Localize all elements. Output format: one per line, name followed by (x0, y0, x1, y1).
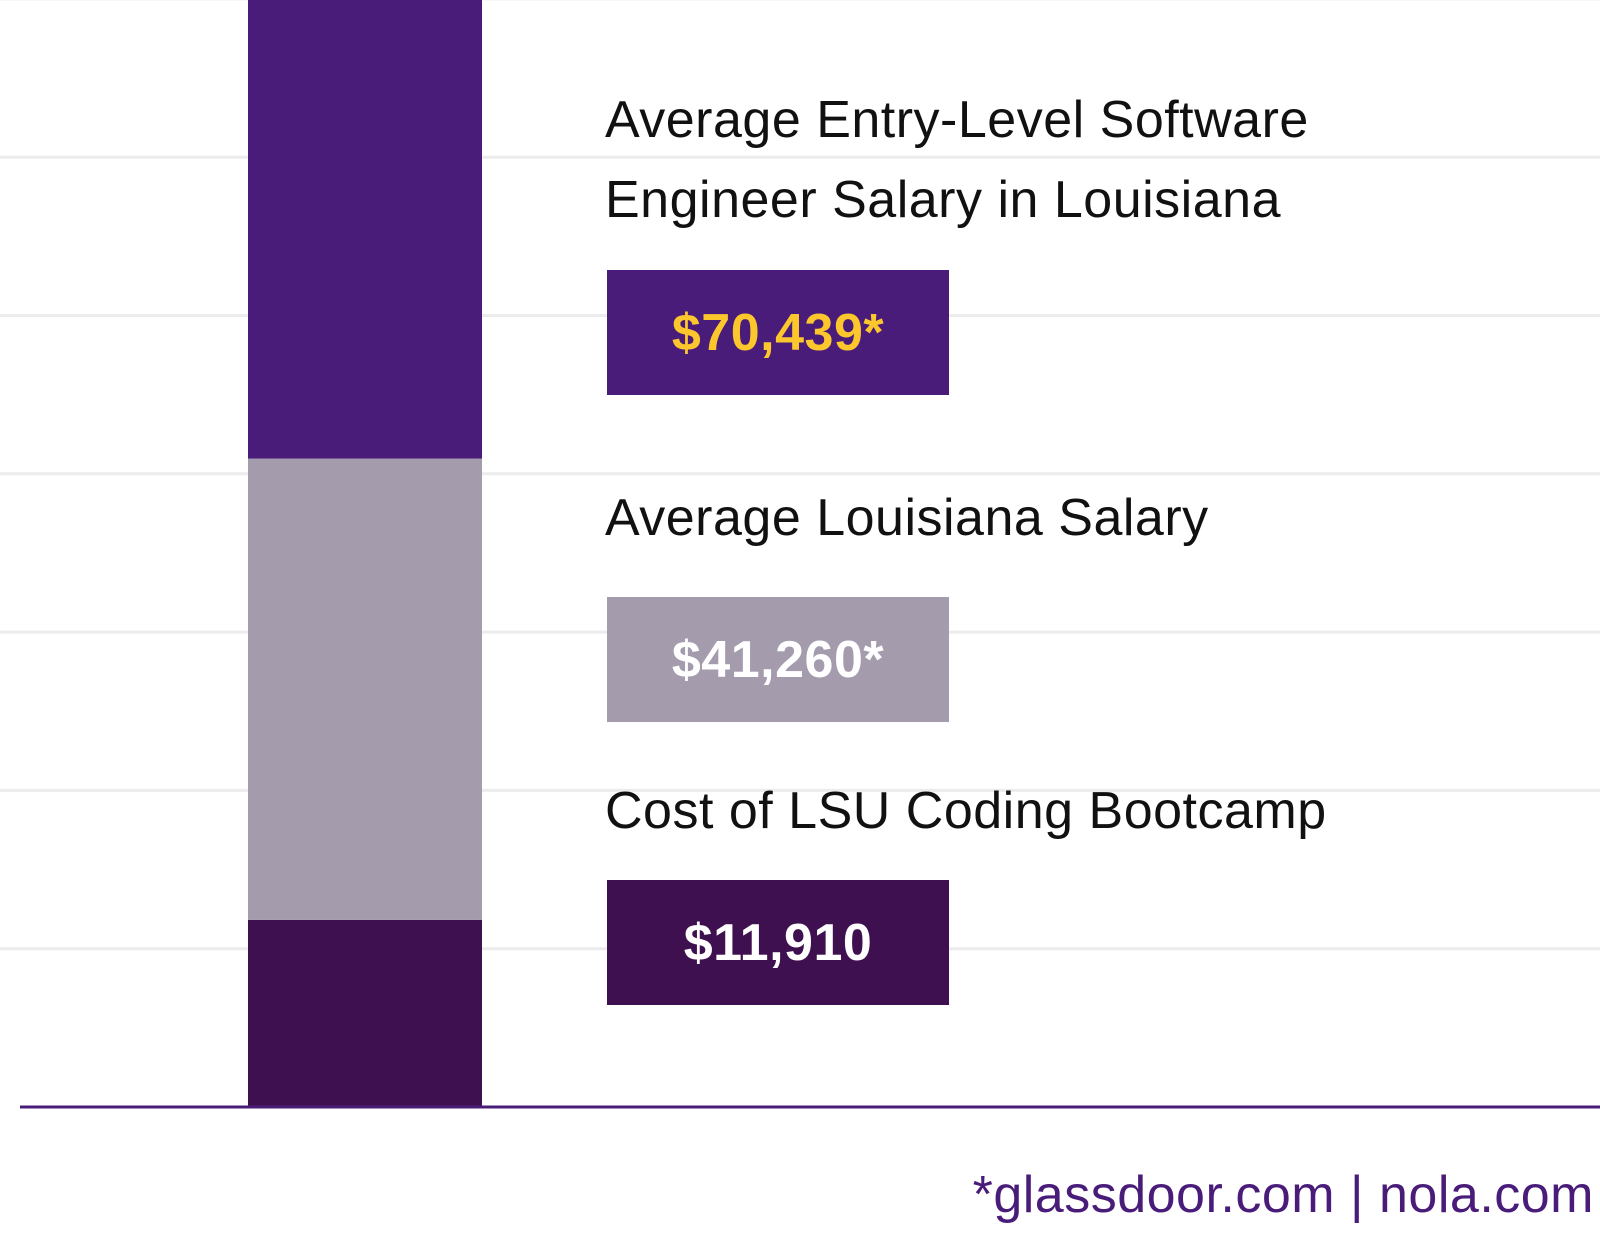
avg-salary-value-box: $41,260* (607, 597, 949, 722)
avg-salary-value: $41,260* (671, 630, 885, 689)
bootcamp-value-box: $11,910 (607, 880, 949, 1005)
bar-segment-entry-salary (248, 0, 482, 459)
avg-salary-label: Average Louisiana Salary (605, 489, 1209, 547)
entry-salary-label: Average Entry-Level Software Engineer Sa… (605, 80, 1309, 240)
entry-salary-value-box: $70,439* (607, 270, 949, 395)
source-note: *glassdoor.com | nola.com (972, 1166, 1594, 1224)
entry-salary-value: $70,439* (671, 303, 885, 362)
bar-segment-avg-salary (248, 458, 482, 920)
bootcamp-label: Cost of LSU Coding Bootcamp (605, 782, 1327, 840)
entry-salary-label-line2: Engineer Salary in Louisiana (605, 171, 1281, 229)
entry-salary-label-line1: Average Entry-Level Software (605, 91, 1309, 149)
bar-segment-bootcamp (248, 919, 482, 1107)
bootcamp-value: $11,910 (683, 913, 873, 972)
